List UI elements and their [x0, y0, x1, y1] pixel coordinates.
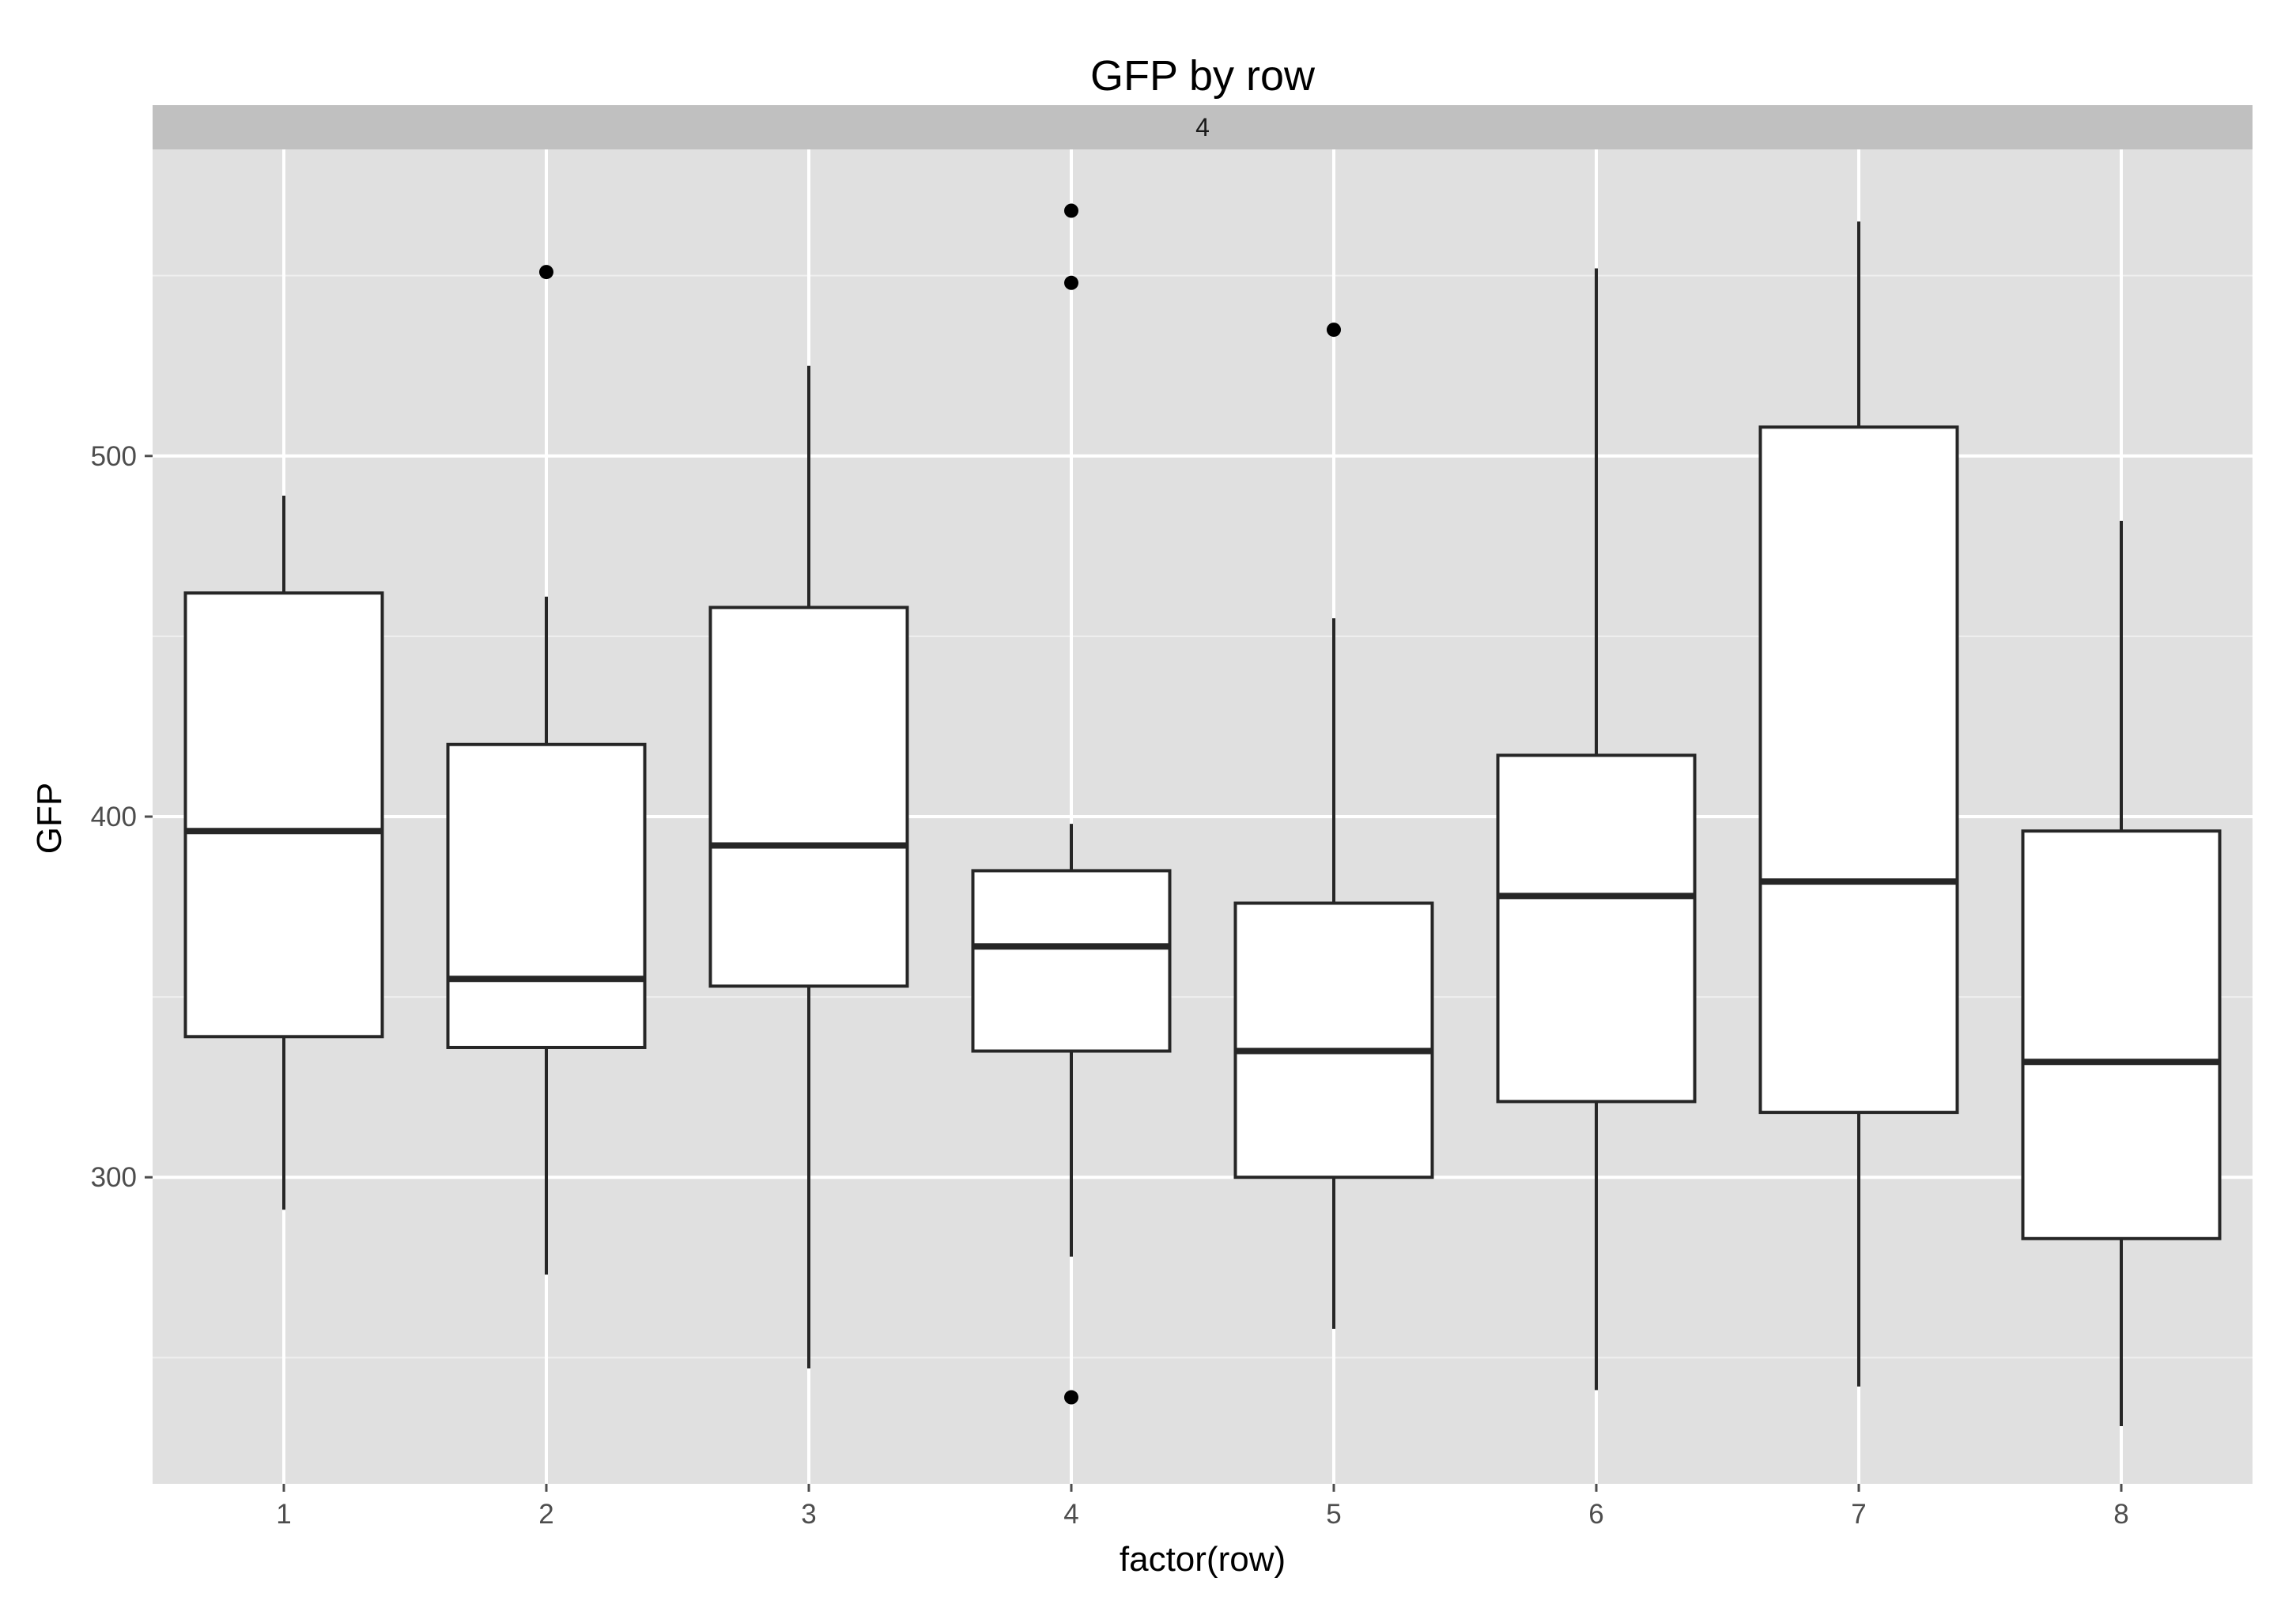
- box-iqr: [446, 742, 647, 1049]
- x-tick-label: 8: [2113, 1499, 2128, 1530]
- box-5: [1233, 323, 1434, 1329]
- outlier-point: [1064, 275, 1078, 290]
- box-2: [446, 265, 647, 1275]
- facet-strip-label: 4: [1195, 113, 1210, 142]
- box-iqr: [1496, 753, 1697, 1104]
- box-iqr: [1233, 901, 1434, 1179]
- y-axis-title: GFP: [30, 783, 69, 854]
- box-3: [708, 365, 909, 1369]
- box-iqr: [2021, 829, 2222, 1240]
- outlier-point: [1064, 1390, 1078, 1405]
- chart-title: GFP by row: [1090, 52, 1316, 100]
- x-axis-title: factor(row): [1120, 1540, 1286, 1579]
- box-iqr: [1758, 425, 1959, 1115]
- outlier-point: [1327, 323, 1341, 338]
- x-axis: 1 2 3 4 5 6 7 8: [276, 1484, 2129, 1530]
- x-tick-label: 6: [1588, 1499, 1603, 1530]
- box-series: [183, 203, 2222, 1427]
- outlier-point: [539, 265, 553, 280]
- box-7: [1758, 221, 1959, 1387]
- x-tick-label: 7: [1851, 1499, 1866, 1530]
- x-tick-label: 4: [1063, 1499, 1078, 1530]
- y-tick-label: 500: [91, 441, 137, 472]
- box-6: [1496, 268, 1697, 1391]
- box-1: [183, 495, 384, 1210]
- box-8: [2021, 520, 2222, 1427]
- facet-strip: [153, 105, 2253, 149]
- box-iqr: [708, 606, 909, 988]
- x-tick-label: 3: [801, 1499, 816, 1530]
- outlier-point: [1064, 203, 1078, 218]
- x-tick-label: 2: [538, 1499, 553, 1530]
- box-iqr: [971, 869, 1172, 1053]
- y-tick-label: 300: [91, 1162, 137, 1193]
- x-tick-label: 5: [1326, 1499, 1341, 1530]
- y-axis: 300 400 500: [91, 441, 153, 1193]
- y-tick-label: 400: [91, 802, 137, 832]
- x-tick-label: 1: [276, 1499, 291, 1530]
- box-4: [971, 203, 1172, 1405]
- box-iqr: [183, 591, 384, 1039]
